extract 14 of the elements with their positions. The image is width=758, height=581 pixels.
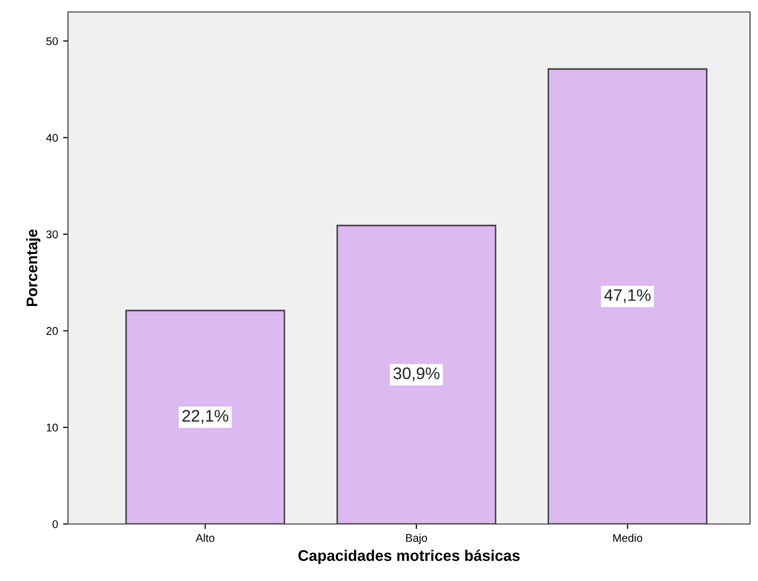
x-axis-title: Capacidades motrices básicas [298, 550, 520, 564]
x-tick-label: Medio [613, 534, 642, 542]
y-axis-title: Porcentaje [26, 229, 40, 306]
x-tick-label: Bajo [406, 534, 428, 544]
data-label: 22,1% [182, 410, 228, 424]
y-tick-label: 10 [46, 424, 58, 432]
y-tick-label: 30 [46, 230, 58, 238]
y-tick-label: 50 [46, 37, 58, 46]
y-tick-label: 20 [46, 327, 58, 335]
data-label: 47,1% [604, 289, 651, 303]
data-label: 30,9% [393, 367, 440, 382]
y-tick-label: 40 [46, 134, 58, 142]
x-tick-label: Alto [196, 534, 214, 542]
y-tick-label: 0 [52, 520, 58, 528]
